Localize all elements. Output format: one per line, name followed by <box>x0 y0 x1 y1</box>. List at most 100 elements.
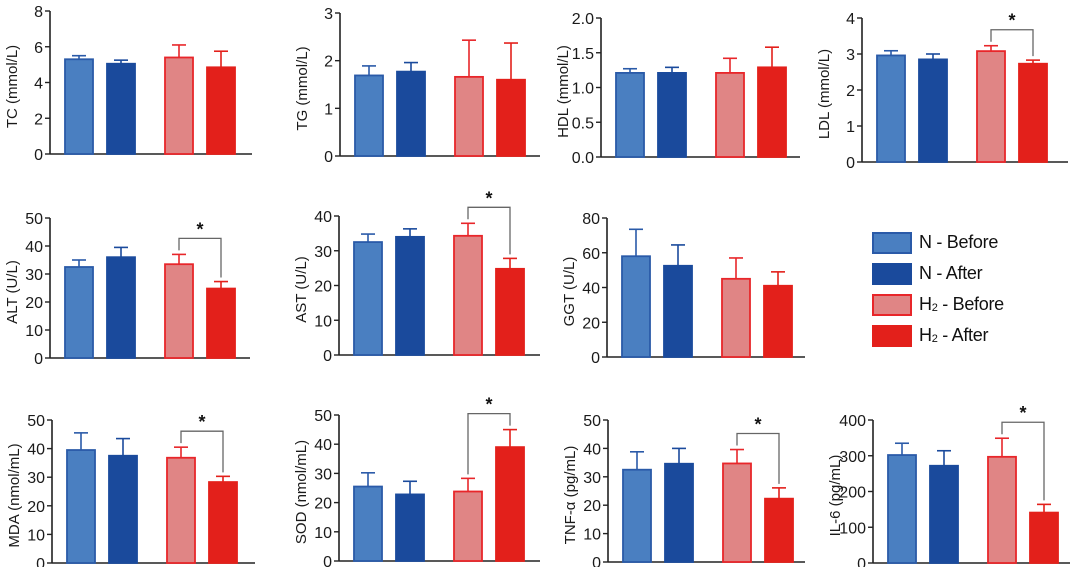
significance-star: * <box>485 395 492 415</box>
y-tick-label: 30 <box>583 470 601 487</box>
y-tick-label: 0 <box>857 556 866 567</box>
panel-alt: 0 10 20 30 40 50 ALT (U/L) * <box>4 211 250 368</box>
bar-n-after <box>395 235 425 356</box>
y-tick-label: 3 <box>846 47 855 64</box>
y-axis-title: ALT (U/L) <box>4 260 21 324</box>
y-axis-title: GGT (U/L) <box>561 257 578 327</box>
bar-h2-before <box>453 234 483 356</box>
bar-h2-before <box>454 75 484 157</box>
y-tick-label: 40 <box>314 209 332 226</box>
y-tick-label: 2 <box>34 111 43 128</box>
y-tick-label: 10 <box>27 527 45 544</box>
bar-n-before <box>66 449 96 564</box>
bar-h2-before <box>987 455 1017 564</box>
panel-ldl: 0 1 2 3 4 LDL (mmol/L) * <box>816 11 1068 172</box>
y-tick-label: 20 <box>314 279 332 296</box>
y-tick-label: 50 <box>583 413 601 430</box>
y-axis-title: HDL (mmol/L) <box>555 45 572 138</box>
significance-star: * <box>1008 11 1015 31</box>
y-tick-label: 1 <box>846 119 855 136</box>
bar-h2-after <box>495 446 525 562</box>
y-tick-label: 60 <box>582 246 600 263</box>
bar-h2-after <box>496 78 526 157</box>
legend: N - Before N - After H2 - Before H2 - Af… <box>872 227 1062 351</box>
y-axis-title: MDA (nmol/mL) <box>6 443 23 547</box>
legend-label: N - After <box>919 263 983 283</box>
significance-bracket <box>736 432 780 484</box>
y-tick-label: 20 <box>27 499 45 516</box>
bar-h2-before <box>164 56 194 155</box>
bar-n-before <box>622 468 652 563</box>
bar-n-before <box>353 241 383 356</box>
y-tick-label: 0 <box>846 155 855 172</box>
y-axis-title: TNF-α (pg/mL) <box>562 446 579 545</box>
bar-h2-after <box>1018 62 1048 163</box>
legend-swatch-n-before <box>872 231 912 254</box>
y-tick-label: 6 <box>34 40 43 57</box>
y-tick-label: 0 <box>34 147 43 164</box>
legend-swatch-h2-before <box>872 293 912 316</box>
panel-tg: 0 1 2 3 TG (mmol/L) <box>294 6 540 166</box>
y-tick-label: 40 <box>314 437 332 454</box>
bar-h2-before <box>453 490 483 562</box>
bar-h2-after <box>757 66 787 158</box>
significance-star: * <box>754 415 761 435</box>
significance-star: * <box>1019 403 1026 423</box>
y-tick-label: 50 <box>25 211 43 228</box>
legend-item-n-after: N - After <box>872 258 1062 289</box>
y-tick-label: 0.5 <box>572 115 594 132</box>
panel-ggt: 0 20 40 60 80 GGT (U/L) <box>561 211 805 367</box>
legend-item-n-before: N - Before <box>872 227 1062 258</box>
bar-n-after <box>395 493 425 562</box>
bar-h2-after <box>206 287 236 359</box>
y-tick-label: 10 <box>583 527 601 544</box>
legend-item-h2-after: H2 - After <box>872 320 1062 351</box>
y-tick-label: 2 <box>846 83 855 100</box>
y-tick-label: 300 <box>839 449 866 466</box>
y-tick-label: 10 <box>314 313 332 330</box>
bar-n-after <box>108 454 138 564</box>
bar-h2-after <box>206 66 236 155</box>
y-tick-label: 100 <box>839 520 866 537</box>
y-tick-label: 1 <box>324 101 333 118</box>
panel-il-6: 0 100 200 300 400 IL-6 (pg/mL) * <box>827 403 1070 567</box>
bar-n-before <box>615 72 645 158</box>
panel-tc: 0 2 4 6 8 TC (mmol/L) <box>4 4 252 164</box>
y-tick-label: 30 <box>27 470 45 487</box>
y-tick-label: 80 <box>582 211 600 228</box>
y-tick-label: 50 <box>314 408 332 425</box>
y-axis-title: IL-6 (pg/mL) <box>827 455 844 537</box>
bar-n-before <box>876 54 906 163</box>
y-tick-label: 0 <box>36 556 45 567</box>
y-tick-label: 1.5 <box>572 46 594 63</box>
y-tick-label: 50 <box>27 413 45 430</box>
bar-h2-before <box>166 456 196 564</box>
y-tick-label: 0 <box>34 351 43 368</box>
y-tick-label: 400 <box>839 413 866 430</box>
y-tick-label: 4 <box>846 11 855 28</box>
y-tick-label: 3 <box>324 6 333 23</box>
bar-h2-before <box>721 277 751 358</box>
bar-h2-after <box>495 267 525 356</box>
y-tick-label: 30 <box>314 466 332 483</box>
y-tick-label: 20 <box>25 295 43 312</box>
legend-label: H2 - Before <box>919 294 1004 314</box>
bar-n-after <box>929 464 959 564</box>
significance-bracket <box>178 237 222 278</box>
y-tick-label: 2.0 <box>572 11 594 28</box>
bar-n-before <box>353 485 383 562</box>
y-tick-label: 0.0 <box>572 150 594 167</box>
bar-h2-before <box>722 462 752 563</box>
bar-h2-after <box>208 481 238 564</box>
y-tick-label: 0 <box>323 348 332 365</box>
y-tick-label: 0 <box>323 554 332 567</box>
bar-n-before <box>64 266 94 359</box>
y-tick-label: 10 <box>25 323 43 340</box>
y-tick-label: 20 <box>583 498 601 515</box>
bar-h2-after <box>1029 511 1059 564</box>
significance-bracket <box>180 430 224 473</box>
significance-bracket <box>467 412 511 475</box>
